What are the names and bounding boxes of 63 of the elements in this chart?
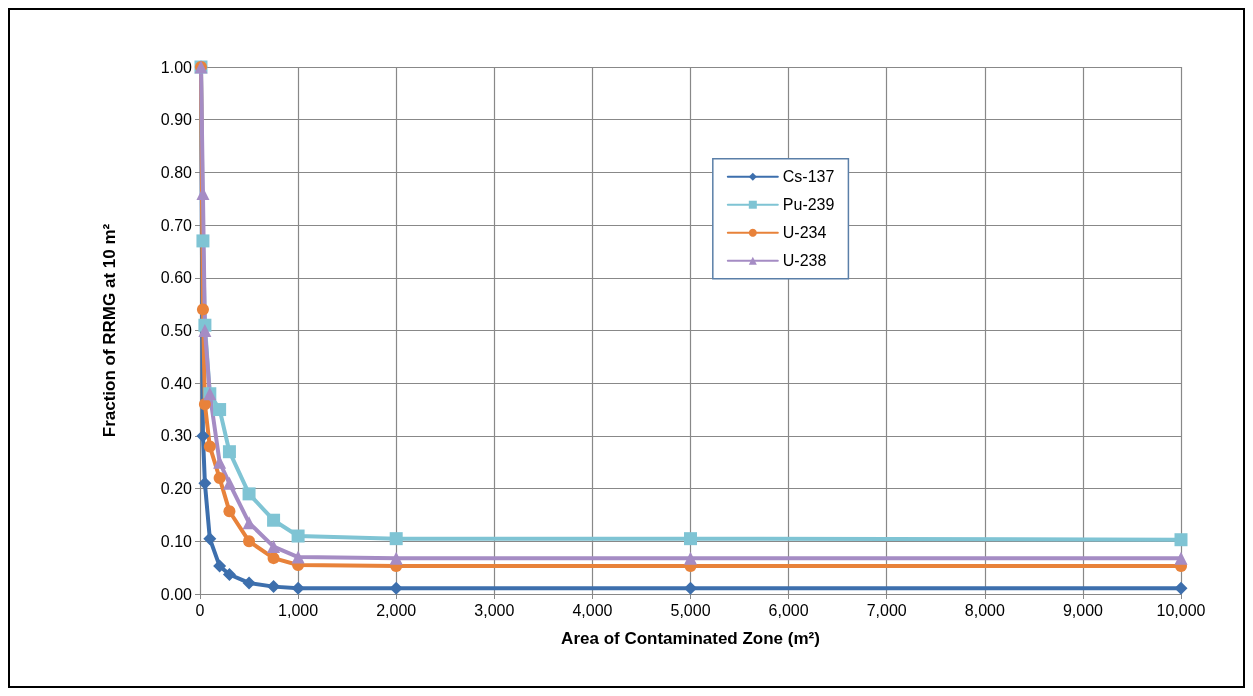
legend-label: Cs-137 xyxy=(782,168,835,186)
point xyxy=(291,529,305,543)
point xyxy=(1174,581,1188,595)
point xyxy=(389,551,403,565)
x-tick-label: 3,000 xyxy=(474,601,515,619)
point xyxy=(389,532,403,546)
y-tick-label: 1.00 xyxy=(160,58,193,76)
y-tick-label: 0.00 xyxy=(160,585,193,603)
point xyxy=(291,550,305,564)
point xyxy=(242,487,256,501)
point xyxy=(684,532,697,546)
point xyxy=(203,532,217,546)
point xyxy=(684,581,697,595)
y-tick-label: 0.80 xyxy=(160,163,193,181)
point xyxy=(267,540,281,554)
point xyxy=(684,551,697,565)
y-tick-label: 0.40 xyxy=(160,374,193,392)
y-tick-label: 0.60 xyxy=(160,269,193,287)
point xyxy=(267,513,281,527)
x-tick-label: 5,000 xyxy=(670,601,711,619)
point xyxy=(242,516,256,530)
point xyxy=(243,535,256,548)
point xyxy=(389,581,403,595)
point xyxy=(291,581,305,595)
point xyxy=(1174,533,1188,547)
x-tick-label: 0 xyxy=(195,601,205,619)
legend-label: U-238 xyxy=(782,252,827,270)
point xyxy=(213,559,227,573)
point xyxy=(213,403,227,417)
legend-label: Pu-239 xyxy=(782,196,835,214)
x-tick-label: 6,000 xyxy=(768,601,809,619)
x-tick-label: 10,000 xyxy=(1156,601,1206,619)
x-tick-label: 9,000 xyxy=(1062,601,1104,619)
y-tick-label: 0.30 xyxy=(160,427,193,445)
point xyxy=(223,505,236,518)
point xyxy=(196,429,210,443)
point xyxy=(242,576,256,590)
legend-label: U-234 xyxy=(782,224,827,242)
point xyxy=(198,324,212,337)
point xyxy=(198,398,211,411)
y-tick-label: 0.70 xyxy=(160,216,193,234)
x-tick-label: 4,000 xyxy=(572,601,613,619)
y-tick-label: 0.50 xyxy=(160,322,193,339)
x-tick-label: 7,000 xyxy=(866,601,907,619)
point xyxy=(222,476,236,490)
point xyxy=(196,234,210,248)
x-tick-label: 1,000 xyxy=(278,601,319,619)
point xyxy=(213,472,226,485)
x-tick-label: 8,000 xyxy=(964,601,1005,619)
point xyxy=(198,476,212,490)
point xyxy=(267,552,280,565)
point xyxy=(222,445,236,459)
point xyxy=(222,568,236,581)
point xyxy=(203,440,216,453)
point xyxy=(267,580,281,594)
x-tick-label: 2,000 xyxy=(376,601,417,619)
y-tick-label: 0.90 xyxy=(160,111,193,129)
y-tick-label: 0.20 xyxy=(160,480,193,498)
y-tick-label: 0.10 xyxy=(160,532,193,550)
x-axis-title: Area of Contaminated Zone (m²) xyxy=(561,629,820,648)
y-axis-title: Fraction of RRMG at 10 m² xyxy=(100,223,119,438)
point xyxy=(1174,551,1188,565)
point xyxy=(196,303,209,316)
